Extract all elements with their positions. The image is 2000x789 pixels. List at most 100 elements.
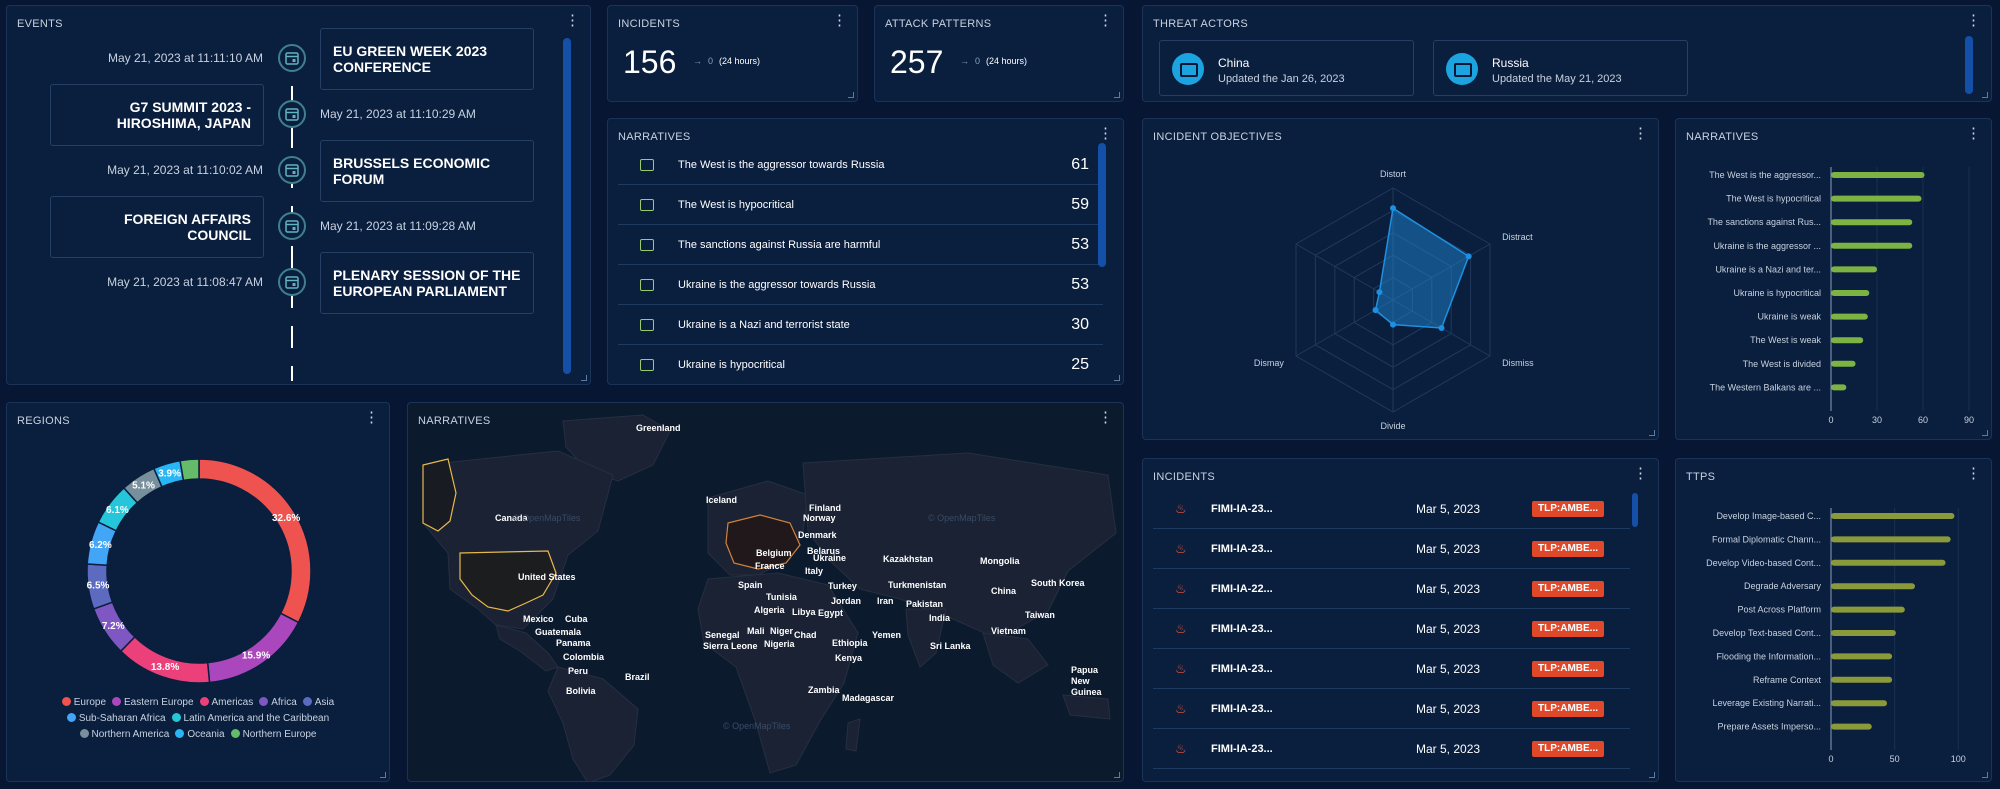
- incident-row[interactable]: ♨ FIMI-IA-23... Mar 5, 2023 TLP:AMBE...: [1153, 689, 1630, 729]
- x-tick-label: 90: [1964, 415, 1974, 425]
- incident-row[interactable]: ♨ FIMI-IA-23... Mar 5, 2023 TLP:AMBE...: [1153, 489, 1630, 529]
- event-card[interactable]: BRUSSELS ECONOMIC FORUM: [320, 140, 534, 202]
- incident-row[interactable]: ♨ FIMI-IA-23... Mar 5, 2023 TLP:AMBE...: [1153, 729, 1630, 769]
- events-menu-icon[interactable]: ⋮: [565, 12, 580, 29]
- resize-handle[interactable]: [1649, 772, 1655, 778]
- legend-item[interactable]: Sub-Saharan Africa: [66, 713, 166, 724]
- incident-row[interactable]: ♨ FIMI-IA-22... Mar 5, 2023 TLP:AMBE...: [1153, 569, 1630, 609]
- narrative-row[interactable]: The West is hypocritical 59: [618, 185, 1103, 225]
- narrative-row[interactable]: Ukraine is hypocritical 25: [618, 345, 1103, 384]
- resize-handle[interactable]: [581, 375, 587, 381]
- event-card[interactable]: EU GREEN WEEK 2023 CONFERENCE: [320, 28, 534, 90]
- resize-handle[interactable]: [1114, 772, 1120, 778]
- legend-item[interactable]: Europe: [61, 697, 107, 708]
- incident-row[interactable]: ♨ FIMI-IA-23... Mar 5, 2023 TLP:AMBE...: [1153, 609, 1630, 649]
- bar: [1831, 676, 1893, 683]
- narrative-row[interactable]: Ukraine is the aggressor towards Russia 5…: [618, 265, 1103, 305]
- legend-swatch: [112, 697, 122, 706]
- legend-item[interactable]: Northern Europe: [230, 729, 317, 740]
- legend-swatch: [199, 697, 209, 706]
- x-tick-label: 0: [1828, 415, 1833, 425]
- ttps-menu-icon[interactable]: ⋮: [1966, 465, 1981, 482]
- threat-actor-card[interactable]: China Updated the Jan 26, 2023: [1159, 40, 1414, 96]
- map-country-label: Zambia: [808, 685, 840, 695]
- map-country-label: Tunisia: [766, 592, 797, 602]
- ttps-title: TTPS: [1686, 471, 1716, 483]
- donut-slice-label: 3.9%: [158, 468, 181, 479]
- threat-actors-scrollbar[interactable]: [1965, 36, 1973, 94]
- resize-handle[interactable]: [1649, 430, 1655, 436]
- narratives-bar-panel: NARRATIVES ⋮ 0 30 60 90 The West is the aggr…: [1675, 118, 1992, 440]
- legend-label: Europe: [73, 697, 107, 708]
- events-scrollbar[interactable]: [563, 38, 571, 374]
- narratives-list-scrollbar[interactable]: [1098, 143, 1106, 267]
- narrative-row[interactable]: Ukraine is a Nazi and terrorist state 30: [618, 305, 1103, 345]
- map-watermark: © OpenMapTiles: [513, 513, 581, 523]
- legend-item[interactable]: Eastern Europe: [112, 697, 194, 708]
- category-label: Degrade Adversary: [1744, 581, 1822, 591]
- category-label: Ukraine is weak: [1757, 312, 1821, 322]
- radar-axis-line: [1392, 243, 1491, 301]
- resize-handle[interactable]: [1114, 375, 1120, 381]
- map-europe-highlight: [725, 514, 801, 570]
- event-card[interactable]: FOREIGN AFFAIRS COUNCIL: [50, 196, 264, 258]
- event-card[interactable]: PLENARY SESSION OF THE EUROPEAN PARLIAME…: [320, 252, 534, 314]
- world-map[interactable]: [408, 403, 1124, 782]
- incidents-list-menu-icon[interactable]: ⋮: [1633, 465, 1648, 482]
- map-country-label: Finland: [809, 503, 841, 513]
- legend-item[interactable]: Oceania: [175, 729, 225, 740]
- legend-item[interactable]: Latin America and the Caribbean: [171, 713, 329, 724]
- resize-handle[interactable]: [1114, 92, 1120, 98]
- regions-donut-chart: 32.6% 15.9% 13.8% 7.2% 6.5% 6.2% 6.1% 5.1%3.9%: [86, 458, 312, 684]
- threat-actor-card[interactable]: Russia Updated the May 21, 2023: [1433, 40, 1688, 96]
- incident-row[interactable]: ♨ FIMI-IA-23... Mar 5, 2023 TLP:AMBE...: [1153, 649, 1630, 689]
- regions-menu-icon[interactable]: ⋮: [364, 409, 379, 426]
- legend-label: Oceania: [187, 729, 225, 740]
- map-country-label: Iceland: [706, 495, 738, 505]
- donut-slice: [198, 458, 312, 624]
- event-date: May 21, 2023 at 11:11:10 AM: [108, 51, 263, 65]
- incidents-count-title: INCIDENTS: [618, 18, 680, 30]
- narrative-row[interactable]: The sanctions against Russia are harmful…: [618, 225, 1103, 265]
- narrative-row[interactable]: The West is the aggressor towards Russia…: [618, 145, 1103, 185]
- map-country-label: Pakistan: [906, 599, 944, 609]
- map-country-label: Bolivia: [566, 686, 596, 696]
- donut-slice: [119, 635, 211, 684]
- resize-handle[interactable]: [848, 92, 854, 98]
- map-country-label: Brazil: [625, 672, 650, 682]
- attack-patterns-title: ATTACK PATTERNS: [885, 18, 992, 30]
- legend-swatch: [61, 697, 71, 706]
- map-country-label: Vietnam: [991, 626, 1026, 636]
- narratives-map-menu-icon[interactable]: ⋮: [1098, 409, 1113, 426]
- narratives-list-menu-icon[interactable]: ⋮: [1098, 125, 1113, 142]
- narrative-count: 53: [1071, 275, 1089, 293]
- resize-handle[interactable]: [380, 772, 386, 778]
- legend-item[interactable]: Northern America: [79, 729, 169, 740]
- map-country-label: India: [929, 613, 951, 623]
- trend-arrow-icon: →: [693, 56, 702, 66]
- legend-label: Asia: [314, 697, 335, 708]
- legend-item[interactable]: Americas: [199, 697, 253, 708]
- legend-item[interactable]: Africa: [259, 697, 297, 708]
- incident-row[interactable]: ♨ FIMI-IA-23... Mar 5, 2023 TLP:AMBE...: [1153, 529, 1630, 569]
- incident-objectives-panel: INCIDENT OBJECTIVES ⋮ Distort Distract Dis…: [1142, 118, 1659, 440]
- legend-item[interactable]: Asia: [302, 697, 335, 708]
- map-country-label: Mali: [747, 626, 765, 636]
- map-alaska-highlight: [422, 458, 457, 532]
- resize-handle[interactable]: [1982, 92, 1988, 98]
- resize-handle[interactable]: [1982, 430, 1988, 436]
- incident-name: FIMI-IA-23...: [1211, 622, 1273, 635]
- map-central-america: [495, 624, 559, 672]
- legend-swatch: [302, 697, 312, 706]
- attack-patterns-menu-icon[interactable]: ⋮: [1098, 12, 1113, 29]
- threat-actors-menu-icon[interactable]: ⋮: [1966, 12, 1981, 29]
- narrative-text: Ukraine is a Nazi and terrorist state: [678, 318, 850, 331]
- narratives-map-panel: NARRATIVES ⋮ Greenland Iceland Finland Cana…: [407, 402, 1124, 782]
- resize-handle[interactable]: [1982, 772, 1988, 778]
- incidents-list-scrollbar[interactable]: [1632, 493, 1638, 527]
- event-card[interactable]: G7 SUMMIT 2023 - HIROSHIMA, JAPAN: [50, 84, 264, 146]
- incidents-count-menu-icon[interactable]: ⋮: [832, 12, 847, 29]
- incident-objectives-menu-icon[interactable]: ⋮: [1633, 125, 1648, 142]
- narratives-bar-menu-icon[interactable]: ⋮: [1966, 125, 1981, 142]
- radar-point: [1390, 205, 1396, 212]
